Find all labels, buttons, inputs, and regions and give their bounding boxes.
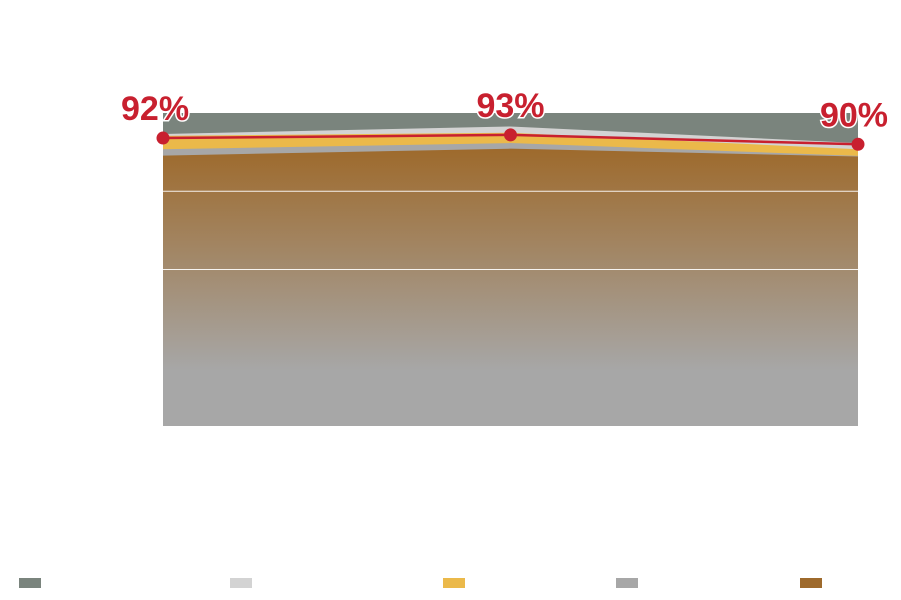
legend: [0, 578, 901, 594]
line-point-2: [504, 128, 517, 142]
percent-line-series: [156, 128, 865, 151]
data-label-2: 93%: [476, 87, 544, 125]
legend-item-4: [616, 578, 644, 588]
data-label-3: 90%: [820, 96, 888, 134]
area-series-5: [163, 148, 858, 426]
stacked-areas: [163, 113, 858, 427]
legend-item-5: [800, 578, 828, 588]
line-point-3: [851, 137, 865, 151]
data-labels: 92% 93% 90%: [120, 85, 890, 135]
legend-item-1: [19, 578, 47, 588]
legend-item-2: [230, 578, 258, 588]
gridlines: [163, 190, 858, 270]
legend-item-3: [443, 578, 471, 588]
legend-swatch-3: [443, 578, 465, 588]
legend-swatch-2: [230, 578, 252, 588]
legend-swatch-4: [616, 578, 638, 588]
legend-swatch-1: [19, 578, 41, 588]
line-point-1: [156, 131, 170, 145]
data-label-1: 92%: [121, 90, 189, 128]
legend-swatch-5: [800, 578, 822, 588]
